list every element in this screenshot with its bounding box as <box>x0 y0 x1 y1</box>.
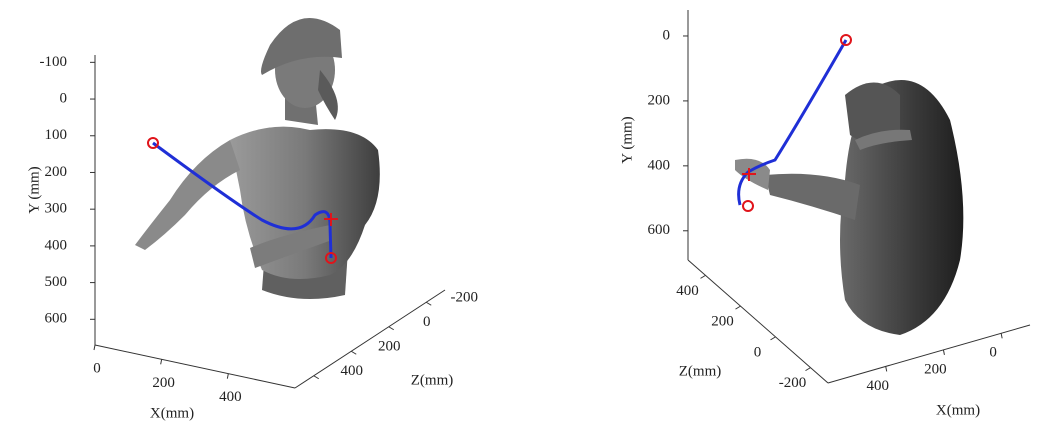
z-axis-label: Z(mm) <box>679 363 722 379</box>
z-tick <box>701 275 706 278</box>
y-tick-label: 400 <box>45 237 68 253</box>
x-tick <box>943 350 944 355</box>
y-tick-label: 600 <box>45 311 68 327</box>
x-tick <box>161 359 162 364</box>
human-model <box>735 80 963 335</box>
x-tick-label: 0 <box>989 345 997 361</box>
x-axis-label: X(mm) <box>150 405 194 421</box>
figure: 0 200 400 -100 0 100 200 300 400 500 600 400 200 0 -20… <box>0 0 1038 431</box>
z-tick <box>426 302 431 305</box>
y-axis-label: Y (mm) <box>26 166 42 213</box>
z-tick <box>314 376 319 379</box>
z-tick-label: 200 <box>378 339 401 355</box>
z-tick-label: 200 <box>711 314 734 330</box>
x-tick <box>227 374 228 379</box>
y-tick-label: -100 <box>40 54 68 70</box>
z-axis-label: Z(mm) <box>411 372 454 388</box>
z-tick <box>736 306 741 309</box>
y-tick-label: 400 <box>648 157 671 173</box>
z-tick-label: -200 <box>451 290 479 306</box>
x-axis-label: X(mm) <box>936 402 980 418</box>
y-tick-label: 200 <box>648 92 671 108</box>
x-tick <box>1001 333 1002 338</box>
y-tick-label: 0 <box>60 90 68 106</box>
y-tick-label: 500 <box>45 274 68 290</box>
y-tick-label: 0 <box>663 27 671 43</box>
z-tick-label: 0 <box>423 314 431 330</box>
y-tick-label: 100 <box>45 127 68 143</box>
y-axis-label: Y (mm) <box>619 116 635 163</box>
z-tick-label: 0 <box>754 344 762 360</box>
x-tick <box>886 366 887 371</box>
y-tick-label: 300 <box>45 201 68 217</box>
z-tick-label: 400 <box>341 363 364 379</box>
z-tick <box>806 368 811 371</box>
x-axis <box>95 345 295 388</box>
z-tick <box>771 337 776 340</box>
z-tick <box>389 327 394 330</box>
x-tick-label: 400 <box>219 389 242 405</box>
x-tick <box>94 345 95 350</box>
x-tick-label: 200 <box>924 361 947 377</box>
z-tick-label: -200 <box>779 375 807 391</box>
x-tick-label: 400 <box>866 378 889 394</box>
z-tick <box>351 351 356 354</box>
z-tick-label: 400 <box>676 283 699 299</box>
y-tick-label: 200 <box>45 164 68 180</box>
x-tick-label: 0 <box>93 360 101 376</box>
y-tick-label: 600 <box>648 222 671 238</box>
x-tick-label: 200 <box>152 375 175 391</box>
